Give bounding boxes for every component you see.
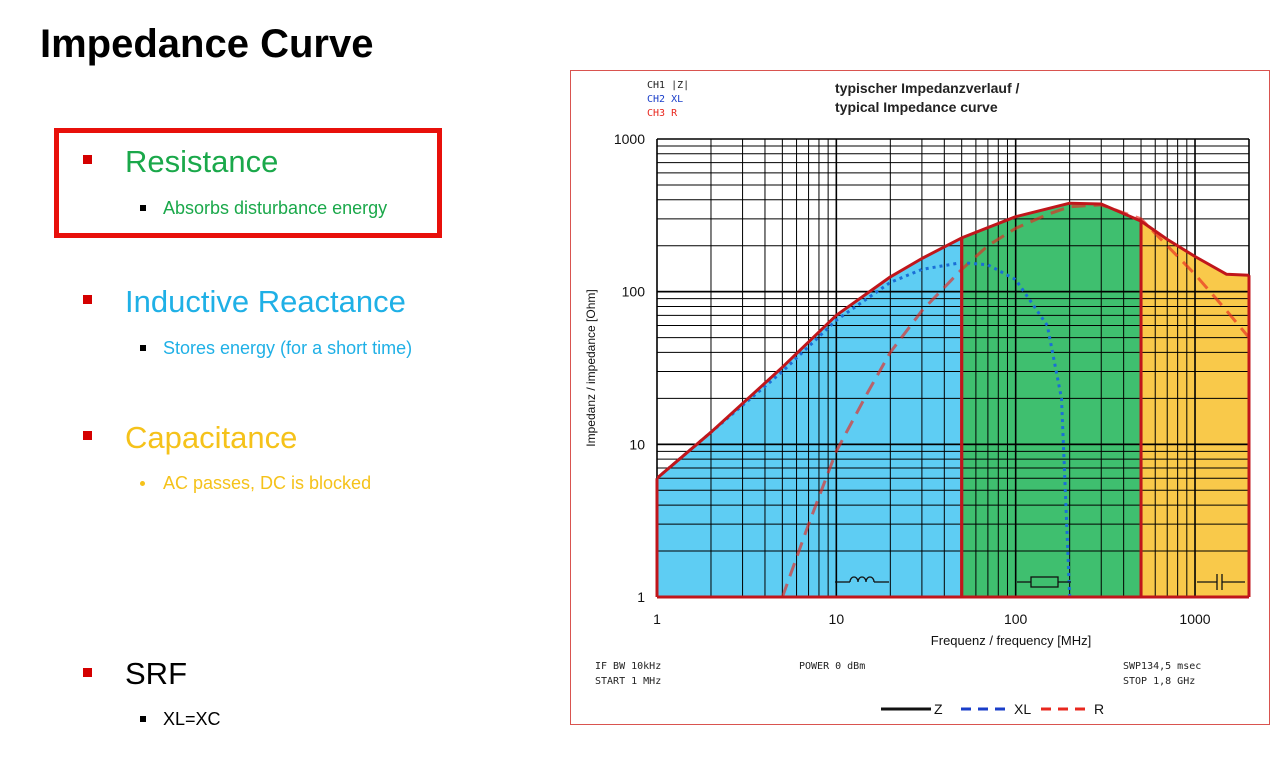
resistance-highlight-box (54, 128, 442, 238)
y-tick-label: 10 (629, 436, 645, 452)
bullet-marker (83, 295, 92, 304)
chart-title-line2: typical Impedance curve (835, 99, 998, 115)
bullet-marker (83, 155, 92, 164)
sub-bullet-inductive: Stores energy (for a short time) (163, 338, 413, 358)
sub-bullet-marker (140, 345, 146, 351)
bullet-marker (83, 431, 92, 440)
bullet-marker (83, 668, 92, 677)
footer-sweep: SWP134,5 msec (1123, 661, 1201, 672)
footer-if-bw: IF BW 10kHz (595, 661, 661, 672)
y-tick-label: 100 (622, 284, 646, 300)
sub-bullet-srf: XL=XC (163, 709, 221, 729)
inductor-symbol-icon (835, 576, 889, 583)
bullet-capacitance: Capacitance (125, 420, 298, 455)
resistor-symbol-icon (1017, 576, 1071, 588)
series-lines (655, 201, 1251, 599)
page-title: Impedance Curve (40, 22, 374, 66)
x-axis-label: Frequenz / frequency [MHz] (931, 633, 1091, 648)
sub-bullet-marker (140, 481, 145, 486)
impedance-chart: 1 10 100 1000 1 10 100 1000 CH1 |Z| CH2 XL CH3 … (584, 80, 1251, 717)
y-axis-label: Impedanz / impedance [Ohm] (584, 289, 598, 446)
tick-labels: 1 10 100 1000 1 10 100 1000 (614, 131, 1211, 627)
x-tick-label: 10 (829, 611, 845, 627)
y-tick-label: 1000 (614, 131, 645, 147)
chart-title-line1: typischer Impedanzverlauf / (835, 80, 1020, 96)
legend-label: XL (1014, 701, 1031, 717)
region-resistive (961, 203, 1141, 597)
bullet-inductive-reactance: Inductive Reactance (125, 284, 406, 319)
chart-frame: 1 10 100 1000 1 10 100 1000 CH1 |Z| CH2 XL CH3 … (570, 70, 1270, 725)
x-tick-label: 1 (653, 611, 661, 627)
capacitor-symbol-icon (1197, 574, 1245, 590)
sub-bullet-capacitance: AC passes, DC is blocked (163, 473, 372, 493)
footer-stop: STOP 1,8 GHz (1123, 676, 1195, 687)
y-tick-label: 1 (637, 589, 645, 605)
sub-bullet-resistance: Absorbs disturbance energy (163, 198, 388, 218)
x-tick-label: 1000 (1179, 611, 1210, 627)
bullet-resistance: Resistance (125, 144, 279, 179)
region-inductive (657, 237, 962, 597)
series-r-line (780, 203, 1249, 597)
footer-power: POWER 0 dBm (799, 661, 865, 672)
grid-lines (656, 138, 1250, 598)
series-xl-line (657, 261, 1072, 597)
channel-label-1: CH1 |Z| (647, 80, 689, 91)
sub-bullet-marker (140, 716, 146, 722)
legend-label: R (1094, 701, 1104, 717)
legend-label: Z (934, 701, 943, 717)
x-tick-label: 100 (1004, 611, 1028, 627)
bullet-srf: SRF (125, 656, 187, 691)
sub-bullet-marker (140, 205, 146, 211)
channel-label-3: CH3 R (647, 108, 678, 119)
series-z-line (657, 201, 1249, 480)
footer-start: START 1 MHz (595, 676, 661, 687)
channel-label-2: CH2 XL (647, 94, 683, 105)
chart-legend: Z XL R (881, 701, 1104, 717)
